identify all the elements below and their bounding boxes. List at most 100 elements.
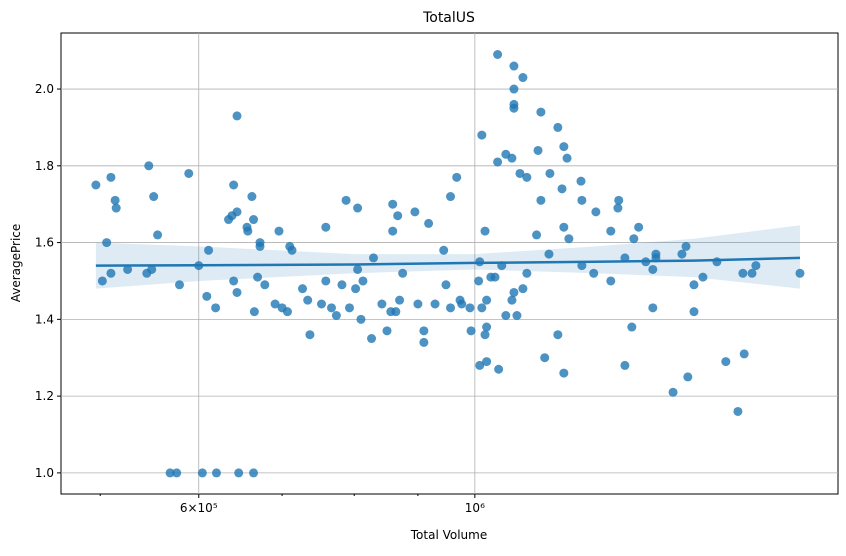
data-point — [533, 145, 543, 155]
data-point — [287, 245, 297, 255]
data-point — [331, 311, 341, 321]
data-point — [382, 326, 392, 336]
data-point — [317, 299, 327, 309]
data-point — [391, 307, 401, 317]
data-point — [441, 280, 451, 290]
y-tick-label: 1.2 — [35, 389, 54, 403]
data-point — [493, 49, 503, 59]
data-point — [270, 299, 280, 309]
data-point — [553, 330, 563, 340]
data-point — [202, 291, 212, 301]
data-point — [446, 192, 456, 202]
data-point — [544, 249, 554, 259]
data-point — [234, 468, 244, 478]
data-point — [344, 303, 354, 313]
data-point — [351, 284, 361, 294]
data-point — [576, 176, 586, 186]
data-point — [353, 264, 363, 274]
data-point — [522, 172, 532, 182]
data-point — [509, 287, 519, 297]
data-point — [540, 353, 550, 363]
y-tick-label: 1.8 — [35, 159, 54, 173]
data-point — [413, 299, 423, 309]
data-point — [493, 157, 503, 167]
data-point — [353, 203, 363, 213]
data-point — [501, 311, 511, 321]
data-point — [175, 280, 185, 290]
data-point — [232, 207, 242, 217]
data-point — [629, 234, 639, 244]
data-point — [518, 284, 528, 294]
data-point — [512, 311, 522, 321]
data-point — [260, 280, 270, 290]
data-point — [298, 284, 308, 294]
data-point — [689, 307, 699, 317]
data-point — [282, 307, 292, 317]
data-point — [536, 107, 546, 117]
y-tick-label: 1.6 — [35, 236, 54, 250]
data-point — [419, 337, 429, 347]
data-point — [518, 73, 528, 83]
data-point — [368, 253, 378, 263]
y-tick-label: 1.0 — [35, 466, 54, 480]
data-point — [255, 241, 265, 251]
data-point — [439, 245, 449, 255]
data-point — [721, 357, 731, 367]
data-point — [106, 268, 116, 278]
data-point — [634, 222, 644, 232]
data-point — [249, 307, 259, 317]
regression-line — [95, 256, 801, 267]
data-point — [165, 468, 175, 478]
data-point — [795, 268, 805, 278]
data-point — [452, 172, 462, 182]
data-point — [147, 264, 157, 274]
data-point — [377, 299, 387, 309]
data-point — [477, 303, 487, 313]
data-point — [477, 130, 487, 140]
data-point — [247, 192, 257, 202]
x-axis-label: Total Volume — [410, 528, 487, 542]
data-point — [751, 261, 761, 271]
data-point — [457, 299, 467, 309]
data-point — [507, 295, 517, 305]
data-point — [149, 192, 159, 202]
data-point — [274, 226, 284, 236]
data-point — [211, 303, 221, 313]
data-point — [424, 218, 434, 228]
y-tick-label: 1.4 — [35, 312, 54, 326]
data-point — [367, 334, 377, 344]
data-point — [430, 299, 440, 309]
data-point — [738, 268, 748, 278]
data-point — [326, 303, 336, 313]
chart-title: TotalUS — [422, 10, 475, 26]
data-point — [507, 153, 517, 163]
data-point — [465, 303, 475, 313]
data-point — [184, 168, 194, 178]
data-point — [698, 272, 708, 282]
data-point — [356, 314, 366, 324]
data-point — [388, 226, 398, 236]
data-point — [577, 195, 587, 205]
data-point — [232, 287, 242, 297]
data-point — [482, 357, 492, 367]
data-point — [358, 276, 368, 286]
data-point — [606, 276, 616, 286]
data-point — [614, 195, 624, 205]
data-point — [557, 184, 567, 194]
data-point — [337, 280, 347, 290]
data-point — [689, 280, 699, 290]
data-point — [480, 330, 490, 340]
data-point — [211, 468, 221, 478]
data-point — [591, 207, 601, 217]
data-point — [553, 122, 563, 132]
data-point — [562, 153, 572, 163]
data-point — [398, 268, 408, 278]
data-point — [509, 84, 519, 94]
data-point — [648, 264, 658, 274]
data-point — [229, 180, 239, 190]
data-point — [153, 230, 163, 240]
data-point — [97, 276, 107, 286]
data-point — [393, 211, 403, 221]
